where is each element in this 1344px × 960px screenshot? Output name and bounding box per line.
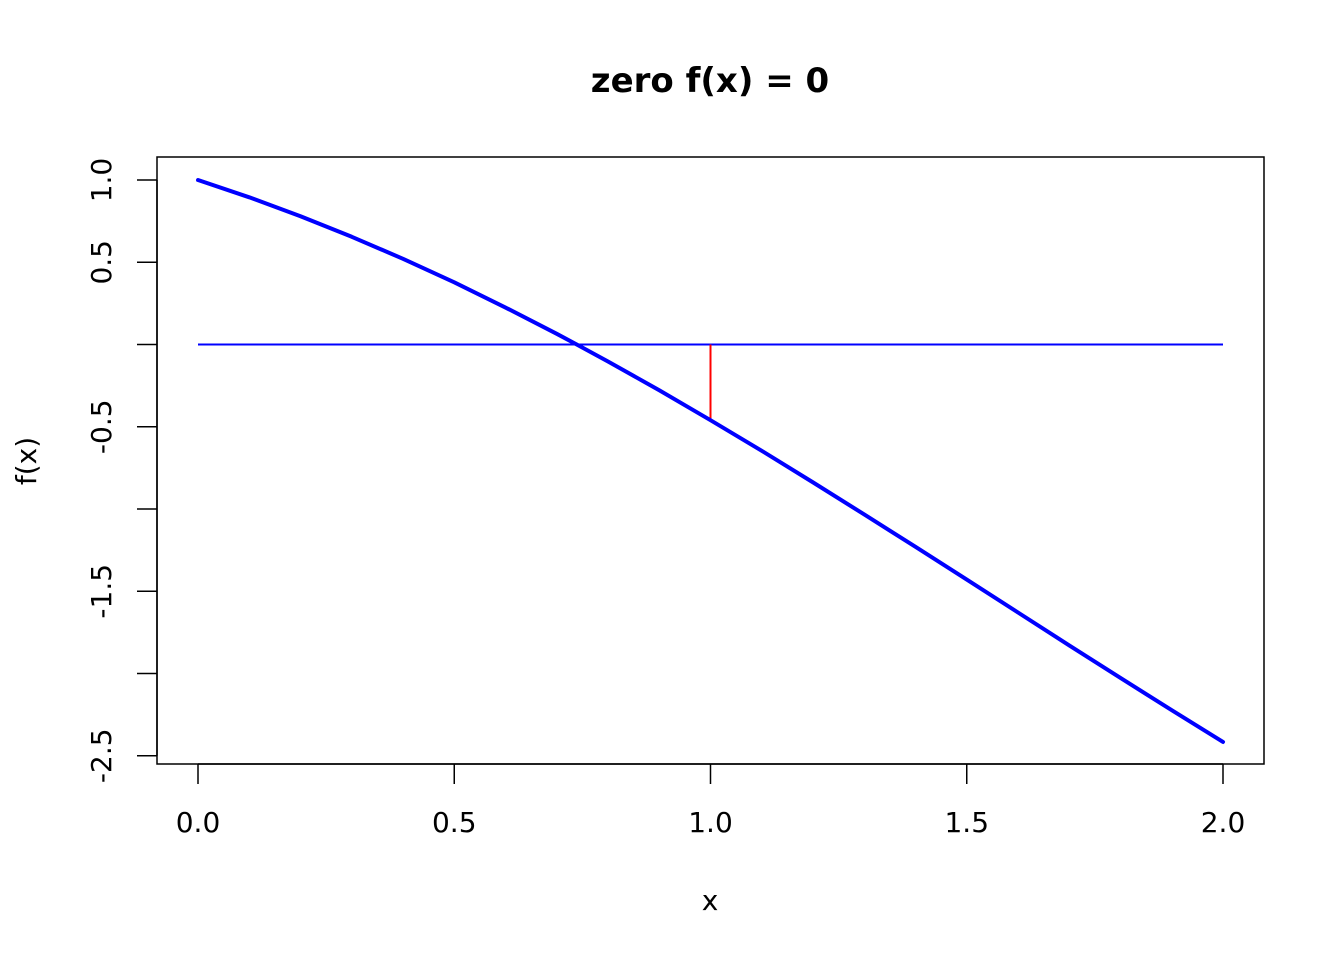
y-tick-label: -2.5 <box>85 728 118 783</box>
y-tick-label: 0.5 <box>85 240 118 285</box>
x-tick-label: 1.5 <box>944 806 989 839</box>
x-axis: 0.0 0.5 1.0 1.5 2.0 <box>176 763 1246 839</box>
y-axis: 1.0 0.5 -0.5 -1.5 -2.5 <box>85 158 158 783</box>
series-group <box>196 178 1225 744</box>
x-tick-label: 1.0 <box>688 806 733 839</box>
x-axis-label: x <box>702 884 719 917</box>
plot-frame <box>156 156 1265 765</box>
x-tick-label: 0.5 <box>432 806 477 839</box>
y-axis-label: f(x) <box>10 437 43 485</box>
chart-title: zero f(x) = 0 <box>591 61 829 101</box>
y-tick-label: -1.5 <box>85 564 118 619</box>
y-tick-label: -0.5 <box>85 399 118 454</box>
function-curve <box>196 178 1225 744</box>
x-tick-label: 2.0 <box>1201 806 1246 839</box>
x-tick-label: 0.0 <box>176 806 221 839</box>
y-tick-label: 1.0 <box>85 158 118 203</box>
